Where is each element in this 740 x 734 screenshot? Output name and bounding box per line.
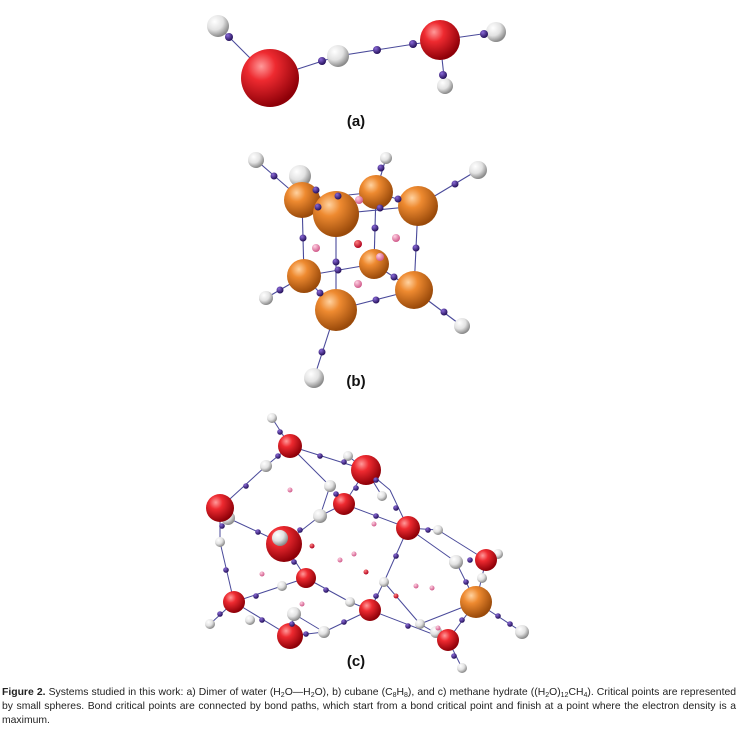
panel-label-c: (c) [347,653,365,670]
hydrogen-atom [289,165,311,187]
oxygen-atom [241,49,299,107]
hydrogen-atom [259,291,273,305]
caption-text: O—H [284,687,311,698]
hydrogen-atom [380,152,392,164]
bond-critical-points [225,30,488,79]
panel-label-b: (b) [346,373,365,390]
cage-critical-point [354,240,362,248]
hydrogen-atom [248,152,264,168]
caption-subscript: 12 [560,692,569,699]
carbon-atom [395,271,433,309]
hydrogen-atom [207,15,229,37]
carbon-atom [359,249,389,279]
figure-label: Figure 2. [2,687,46,698]
caption-subscript: 2 [310,692,315,699]
caption-text: ), and c) methane hydrate ((H [407,687,546,698]
carbon-atom [460,586,492,618]
caption-text: ). Critical points are represented by sm… [2,687,737,726]
caption-subscript: 4 [583,692,588,699]
caption-text: O) [549,687,561,698]
carbon-atom [313,191,359,237]
caption-text: Systems studied in this work: a) Dimer o… [45,687,281,698]
panel-b-cubane: (b) [248,152,487,390]
hydrogen-atom [304,368,324,388]
caption-subscript: 2 [280,692,285,699]
carbon-atom [315,289,357,331]
hydrogen-atom [437,78,453,94]
hydrogen-atoms [205,413,529,673]
ring-critical-points [259,487,441,631]
carbon-atom [284,182,320,218]
carbon-atom [287,259,321,293]
caption-subscript: 2 [545,692,550,699]
hydrogen-atom [469,161,487,179]
caption-text: CH [568,687,584,698]
bond-critical-points [270,164,459,356]
oxygen-atom [420,20,460,60]
panel-c-methane-hydrate: (c) [205,413,529,673]
hydrogen-atom [486,22,506,42]
caption-subscript: 8 [404,692,408,699]
hydrogen-atom [327,45,349,67]
hydrogen-atom [454,318,470,334]
panel-label-a: (a) [347,113,365,130]
figure-molecular-systems: (a) [205,15,529,673]
figure-caption: Figure 2. Systems studied in this work: … [2,686,736,728]
panel-a-water-dimer: (a) [207,15,506,130]
ring-critical-points [312,196,400,288]
carbon-atom [359,175,393,209]
caption-text: O), b) cubane (C [314,687,393,698]
caption-text: H [396,687,404,698]
hydrogen-atom [272,530,288,546]
caption-subscript: 8 [392,692,397,699]
cage-critical-points [309,543,399,599]
carbon-atom [398,186,438,226]
bond-critical-points [217,429,513,659]
